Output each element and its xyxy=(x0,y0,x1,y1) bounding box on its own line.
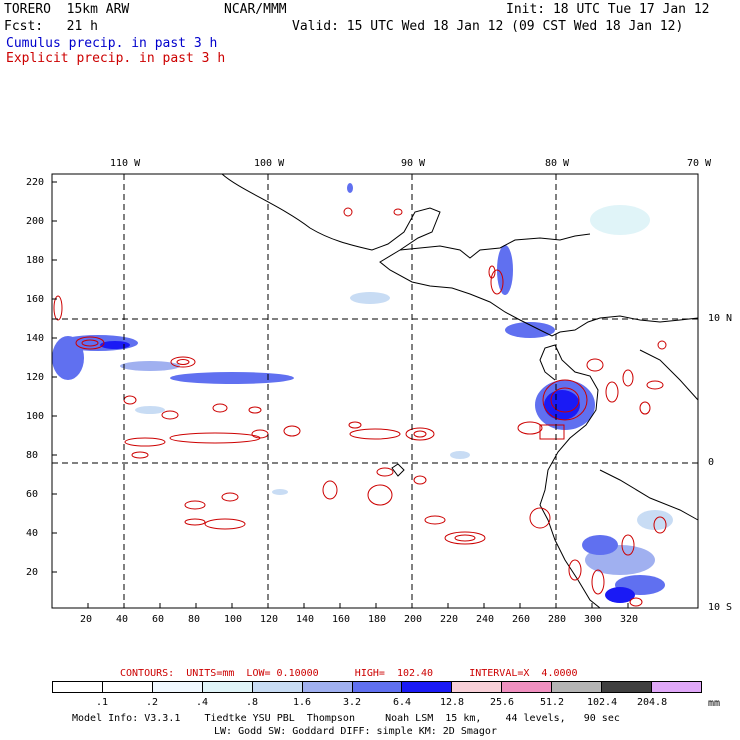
colorbar-label: 3.2 xyxy=(343,697,362,708)
lat-label: 0 xyxy=(708,457,715,468)
x-tick-label: 240 xyxy=(476,614,495,625)
colorbar-label: 25.6 xyxy=(490,697,515,708)
model-info: Model Info: V3.3.1 Tiedtke YSU PBL Thomp… xyxy=(72,713,620,724)
x-tick-label: 200 xyxy=(404,614,423,625)
colorbar-label: .1 xyxy=(96,697,109,708)
y-tick-label: 40 xyxy=(26,528,39,539)
valid-time: Valid: 15 UTC Wed 18 Jan 12 (09 CST Wed … xyxy=(292,19,684,34)
colorbar-label: 51.2 xyxy=(540,697,565,708)
model-title: TORERO 15km ARW xyxy=(4,2,130,17)
y-tick-label: 220 xyxy=(26,177,45,188)
lat-label: 10 N xyxy=(708,313,733,324)
y-tick-label: 180 xyxy=(26,255,45,266)
y-tick-label: 160 xyxy=(26,294,45,305)
colorbar-label: 102.4 xyxy=(587,697,618,708)
x-tick-label: 80 xyxy=(188,614,201,625)
colorbar-cell xyxy=(102,682,153,692)
colorbar-label: 6.4 xyxy=(393,697,412,708)
colorbar-cell xyxy=(652,682,701,692)
y-tick-label: 80 xyxy=(26,450,39,461)
x-tick-label: 120 xyxy=(260,614,279,625)
y-tick-label: 20 xyxy=(26,567,39,578)
x-tick-label: 20 xyxy=(80,614,93,625)
colorbar-label: .2 xyxy=(146,697,159,708)
x-tick-label: 100 xyxy=(224,614,243,625)
colorbar-label: .8 xyxy=(246,697,259,708)
init-time: Init: 18 UTC Tue 17 Jan 12 xyxy=(506,2,710,17)
colorbar xyxy=(52,681,702,693)
x-tick-label: 260 xyxy=(512,614,531,625)
forecast-hour: Fcst: 21 h xyxy=(4,19,98,34)
org-label: NCAR/MMM xyxy=(224,2,287,17)
lon-label: 70 W xyxy=(687,158,712,169)
y-tick-label: 60 xyxy=(26,489,39,500)
lon-label: 100 W xyxy=(254,158,285,169)
contour-info: CONTOURS: UNITS=mm LOW= 0.10000 HIGH= 10… xyxy=(120,668,578,679)
physics-info: LW: Godd SW: Goddard DIFF: simple KM: 2D… xyxy=(214,726,497,737)
colorbar-cell xyxy=(202,682,253,692)
colorbar-cell xyxy=(502,682,553,692)
lon-label: 80 W xyxy=(545,158,570,169)
colorbar-label: 204.8 xyxy=(637,697,668,708)
x-tick-label: 60 xyxy=(152,614,165,625)
explicit-precip-contours xyxy=(53,207,667,607)
colorbar-label: .4 xyxy=(196,697,209,708)
y-tick-label: 140 xyxy=(26,333,45,344)
x-tick-label: 280 xyxy=(548,614,567,625)
colorbar-label: 12.8 xyxy=(440,697,465,708)
colorbar-cell xyxy=(152,682,203,692)
x-tick-label: 220 xyxy=(440,614,459,625)
axis-ticks xyxy=(52,181,629,608)
legend-explicit: Explicit precip. in past 3 h xyxy=(6,51,226,66)
colorbar-cell xyxy=(53,682,103,692)
lon-label: 90 W xyxy=(401,158,426,169)
x-tick-label: 140 xyxy=(296,614,315,625)
colorbar-cell xyxy=(552,682,603,692)
lat-label: 10 S xyxy=(708,602,733,613)
y-tick-label: 100 xyxy=(26,411,45,422)
x-tick-label: 300 xyxy=(584,614,603,625)
colorbar-cell xyxy=(252,682,303,692)
colorbar-cell xyxy=(302,682,353,692)
colorbar-cell xyxy=(602,682,653,692)
x-tick-label: 40 xyxy=(116,614,129,625)
y-tick-label: 200 xyxy=(26,216,45,227)
legend-cumulus: Cumulus precip. in past 3 h xyxy=(6,36,218,51)
plot-frame xyxy=(51,173,699,609)
colorbar-cell xyxy=(352,682,403,692)
y-tick-label: 120 xyxy=(26,372,45,383)
x-tick-label: 180 xyxy=(368,614,387,625)
colorbar-units: mm xyxy=(708,698,721,709)
x-tick-label: 320 xyxy=(620,614,639,625)
colorbar-label: 1.6 xyxy=(293,697,312,708)
colorbar-cell xyxy=(452,682,503,692)
x-tick-label: 160 xyxy=(332,614,351,625)
latlon-grid xyxy=(52,174,698,608)
lon-label: 110 W xyxy=(110,158,141,169)
cumulus-precip-shading xyxy=(52,183,673,603)
colorbar-cell xyxy=(402,682,453,692)
coastlines xyxy=(221,173,699,609)
